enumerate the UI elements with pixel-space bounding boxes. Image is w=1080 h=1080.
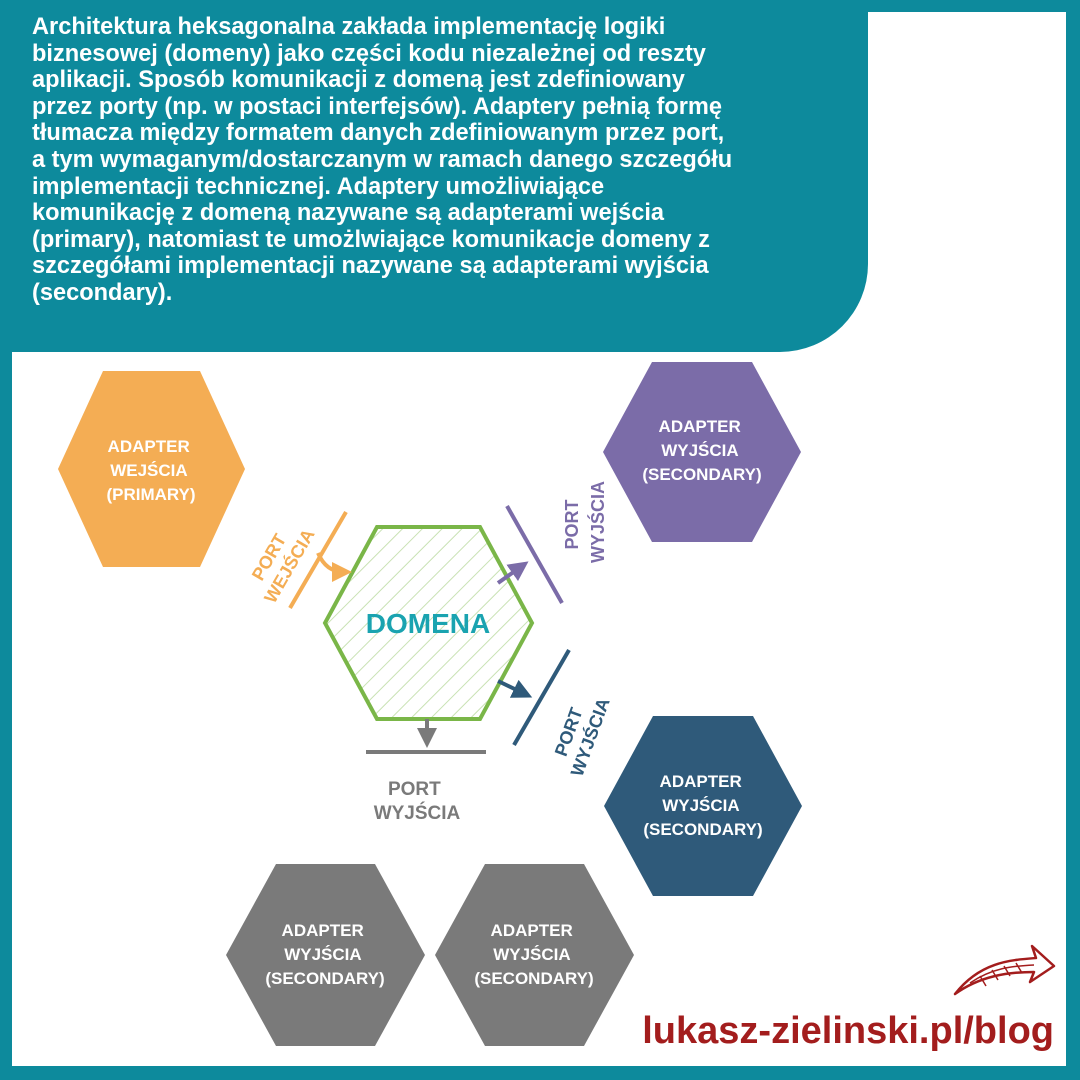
adapter-navy-line2: WYJŚCIA [662, 796, 739, 815]
arrow-right-icon [953, 944, 1056, 996]
header-panel: Architektura heksagonalna zakłada implem… [0, 0, 868, 352]
port-output-gray: PORT WYJŚCIA [366, 719, 486, 824]
port-input: PORT WEJŚCIA [241, 510, 352, 610]
adapter-navy-line1: ADAPTER [660, 772, 742, 791]
svg-text:ADAPTER WYJŚCIA (S: ADAPTER WYJŚCIA (SECONDARY) [643, 772, 762, 839]
adapter-navy-line3: (SECONDARY) [643, 820, 762, 839]
port-output-purple-arrow [496, 561, 529, 585]
domain-hexagon: DOMENA [322, 525, 535, 721]
adapter-primary-hexagon: ADAPTER WEJŚCIA (PRIMARY) [58, 371, 245, 567]
port-output-navy-bar [512, 648, 571, 747]
adapter-secondary-purple-hexagon: ADAPTER WYJŚCIA (SECONDARY) [603, 362, 801, 542]
port-output-purple-line1: PORT [562, 500, 582, 550]
adapter-primary-line3: (PRIMARY) [106, 485, 195, 504]
svg-text:PORT WYJŚCIA: PORT WYJŚCIA [546, 688, 614, 779]
svg-text:ADAPTER WYJŚCIA (S: ADAPTER WYJŚCIA (SECONDARY) [642, 417, 761, 484]
svg-text:PORT WYJŚCIA: PORT WYJŚCIA [562, 481, 608, 563]
port-input-bar [288, 510, 348, 610]
svg-text:ADAPTER WEJŚCIA (P: ADAPTER WEJŚCIA (PRIMARY) [106, 437, 195, 504]
adapter-secondary-navy-hexagon: ADAPTER WYJŚCIA (SECONDARY) [604, 716, 802, 896]
svg-text:PORT WEJŚCIA: PORT WEJŚCIA [241, 514, 318, 606]
port-output-purple-line2: WYJŚCIA [587, 481, 608, 563]
port-output-navy: PORT WYJŚCIA [497, 648, 614, 779]
svg-text:PORT WYJŚCIA: PORT WYJŚCIA [374, 779, 461, 824]
adapter-purple-line3: (SECONDARY) [642, 465, 761, 484]
adapter-gray1-line2: WYJŚCIA [284, 945, 361, 964]
adapter-secondary-gray-1-hexagon: ADAPTER WYJŚCIA (SECONDARY) [226, 864, 425, 1046]
adapter-purple-line1: ADAPTER [659, 417, 741, 436]
port-output-purple-bar [505, 505, 564, 604]
adapter-primary-line1: ADAPTER [108, 437, 190, 456]
port-output-gray-line2: WYJŚCIA [374, 802, 461, 824]
adapter-gray1-line1: ADAPTER [282, 921, 364, 940]
domain-label: DOMENA [366, 608, 490, 639]
port-output-purple: PORT WYJŚCIA [496, 481, 608, 604]
header-description: Architektura heksagonalna zakłada implem… [32, 14, 733, 306]
port-input-arrow [316, 552, 352, 582]
adapter-gray2-line1: ADAPTER [491, 921, 573, 940]
blog-url[interactable]: lukasz-zielinski.pl/blog [642, 1010, 1054, 1052]
adapter-secondary-gray-2-hexagon: ADAPTER WYJŚCIA (SECONDARY) [435, 864, 634, 1046]
adapter-purple-line2: WYJŚCIA [661, 441, 738, 460]
adapter-primary-line2: WEJŚCIA [110, 461, 187, 480]
port-output-navy-arrow [497, 679, 533, 698]
port-output-gray-line1: PORT [388, 779, 441, 800]
svg-text:ADAPTER WYJŚCIA (S: ADAPTER WYJŚCIA (SECONDARY) [265, 921, 384, 988]
adapter-gray2-line3: (SECONDARY) [474, 969, 593, 988]
svg-text:ADAPTER WYJŚCIA (S: ADAPTER WYJŚCIA (SECONDARY) [474, 921, 593, 988]
adapter-gray1-line3: (SECONDARY) [265, 969, 384, 988]
adapter-gray2-line2: WYJŚCIA [493, 945, 570, 964]
